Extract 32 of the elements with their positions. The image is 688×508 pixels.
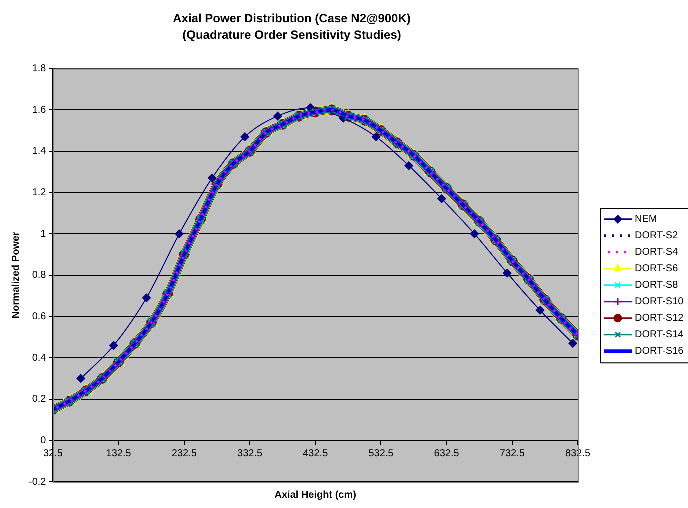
y-tick-label: 0 — [40, 435, 47, 446]
y-tick-label: 0.8 — [32, 270, 47, 282]
y-tick-label: -0.2 — [28, 476, 47, 488]
x-tick-label: 832.5 — [565, 448, 591, 460]
y-tick-label: 1.8 — [32, 64, 47, 75]
y-tick-label: 1.6 — [32, 104, 47, 116]
x-tick-label: 732.5 — [500, 448, 526, 460]
y-tick-label: 0.2 — [32, 394, 47, 406]
legend-label: DORT-S2 — [635, 230, 679, 242]
chart-title: Axial Power Distribution (Case N2@900K) — [173, 12, 411, 26]
x-tick-label: 132.5 — [106, 448, 132, 460]
y-tick-label: 1 — [40, 228, 47, 240]
legend-label: DORT-S10 — [635, 296, 684, 308]
legend-label: DORT-S8 — [635, 280, 679, 292]
x-tick-label: 532.5 — [368, 448, 394, 460]
legend-label: DORT-S16 — [635, 346, 684, 358]
x-axis-title: Axial Height (cm) — [274, 490, 356, 501]
y-tick-label: 0.6 — [32, 311, 47, 322]
y-tick-label: 1.2 — [32, 188, 47, 199]
legend-label: DORT-S12 — [635, 313, 684, 324]
legend-label: DORT-S4 — [635, 247, 679, 258]
y-tick-label: 0.4 — [32, 352, 47, 364]
x-tick-label: 232.5 — [172, 448, 198, 460]
x-tick-label: 632.5 — [434, 448, 460, 460]
chart-subtitle: (Quadrature Order Sensitivity Studies) — [182, 28, 402, 42]
x-tick-label: 332.5 — [238, 448, 263, 460]
y-tick-label: 1.4 — [32, 146, 47, 158]
x-tick-label: 432.5 — [303, 448, 329, 460]
legend-label: DORT-S14 — [635, 330, 684, 341]
legend-label: DORT-S6 — [635, 264, 679, 275]
y-axis-title: Normalized Power — [10, 232, 22, 319]
legend-label: NEM — [635, 214, 658, 226]
